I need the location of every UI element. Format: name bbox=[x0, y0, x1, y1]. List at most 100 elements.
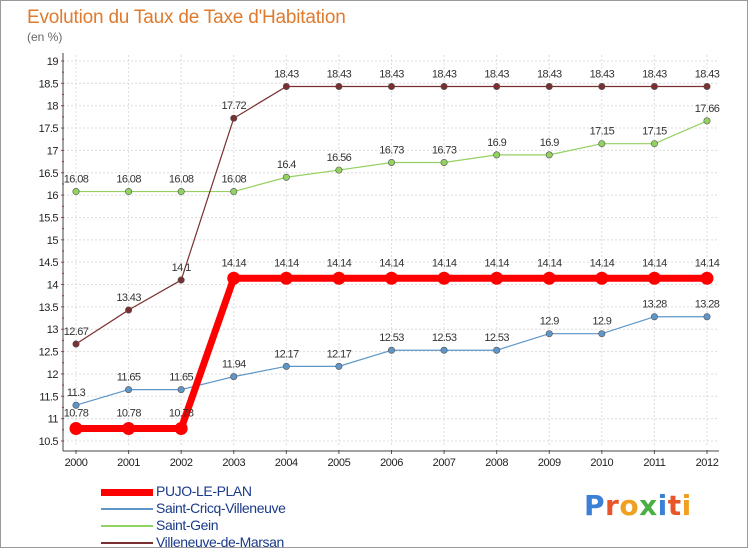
data-point-saint-cricq-villeneuve bbox=[387, 346, 395, 354]
data-label-pujo-le-plan: 10.78 bbox=[116, 407, 141, 419]
data-label-pujo-le-plan: 14.14 bbox=[274, 257, 299, 269]
logo-letter: x bbox=[639, 489, 658, 522]
data-point-saint-cricq-villeneuve bbox=[545, 330, 553, 338]
x-tick-label: 2010 bbox=[590, 457, 613, 469]
y-tick-label: 13.5 bbox=[39, 302, 59, 314]
data-point-saint-gein bbox=[545, 151, 553, 159]
data-point-saint-cricq-villeneuve bbox=[72, 401, 80, 409]
data-label-villeneuve-de-marsan: 18.43 bbox=[484, 68, 509, 80]
data-point-saint-cricq-villeneuve bbox=[440, 346, 448, 354]
legend-swatch bbox=[101, 542, 153, 544]
x-tick-label: 2003 bbox=[222, 457, 245, 469]
data-label-pujo-le-plan: 14.14 bbox=[537, 257, 562, 269]
x-tick-label: 2005 bbox=[327, 457, 350, 469]
y-tick-label: 18.5 bbox=[39, 78, 59, 90]
data-label-pujo-le-plan: 10.78 bbox=[169, 407, 194, 419]
data-label-pujo-le-plan: 14.14 bbox=[484, 257, 509, 269]
y-tick-label: 16.5 bbox=[39, 168, 59, 180]
data-label-villeneuve-de-marsan: 18.43 bbox=[379, 68, 404, 80]
grid-layer bbox=[63, 55, 721, 447]
data-label-pujo-le-plan: 14.14 bbox=[695, 257, 720, 269]
data-label-villeneuve-de-marsan: 18.43 bbox=[590, 68, 615, 80]
y-tick-label: 14.5 bbox=[39, 257, 59, 269]
data-point-villeneuve-de-marsan bbox=[440, 82, 448, 90]
data-point-villeneuve-de-marsan bbox=[177, 276, 185, 284]
data-point-saint-gein bbox=[703, 117, 711, 125]
data-label-pujo-le-plan: 14.14 bbox=[642, 257, 667, 269]
data-label-saint-cricq-villeneuve: 12.9 bbox=[592, 316, 611, 328]
data-label-villeneuve-de-marsan: 18.43 bbox=[537, 68, 562, 80]
data-point-saint-cricq-villeneuve bbox=[230, 373, 238, 381]
data-point-pujo-le-plan bbox=[69, 421, 83, 435]
data-label-saint-cricq-villeneuve: 11.65 bbox=[117, 372, 141, 384]
data-label-saint-cricq-villeneuve: 11.94 bbox=[222, 359, 246, 371]
data-label-pujo-le-plan: 14.14 bbox=[432, 257, 457, 269]
data-label-saint-gein: 17.15 bbox=[642, 126, 667, 138]
legend-swatch bbox=[101, 525, 153, 527]
chart-title: Evolution du Taux de Taxe d'Habitation bbox=[27, 7, 346, 28]
data-label-saint-cricq-villeneuve: 12.17 bbox=[274, 348, 299, 360]
data-point-saint-gein bbox=[125, 188, 133, 196]
legend-label: Villeneuve-de-Marsan bbox=[156, 534, 284, 550]
data-label-villeneuve-de-marsan: 18.43 bbox=[274, 68, 299, 80]
data-point-pujo-le-plan bbox=[595, 271, 609, 285]
legend-label: Saint-Gein bbox=[156, 517, 219, 533]
data-point-saint-cricq-villeneuve bbox=[493, 346, 501, 354]
data-point-pujo-le-plan bbox=[437, 271, 451, 285]
data-point-saint-gein bbox=[230, 188, 238, 196]
y-tick-label: 13 bbox=[47, 324, 59, 336]
logo-letter: i bbox=[657, 489, 668, 522]
legend-swatch bbox=[101, 508, 153, 510]
data-label-layer: 10.78 10.78 10.78 14.14 14.14 14.14 14.14 14.14… bbox=[64, 68, 721, 419]
legend-swatch bbox=[101, 488, 153, 496]
x-tick-label: 2000 bbox=[65, 457, 88, 469]
data-label-saint-cricq-villeneuve: 11.65 bbox=[169, 372, 193, 384]
y-tick-label: 15 bbox=[47, 235, 59, 247]
data-point-pujo-le-plan bbox=[279, 271, 293, 285]
data-point-saint-cricq-villeneuve bbox=[282, 362, 290, 370]
data-label-saint-cricq-villeneuve: 13.28 bbox=[695, 299, 720, 311]
data-point-villeneuve-de-marsan bbox=[125, 306, 133, 314]
y-tick-label: 10.5 bbox=[39, 436, 59, 448]
data-label-saint-gein: 16.4 bbox=[277, 159, 296, 171]
data-label-saint-cricq-villeneuve: 12.53 bbox=[432, 332, 457, 344]
logo-letter: o bbox=[619, 489, 640, 522]
y-tick-label: 19 bbox=[47, 56, 59, 68]
x-tick-label: 2008 bbox=[485, 457, 508, 469]
data-label-pujo-le-plan: 14.14 bbox=[590, 257, 615, 269]
data-label-villeneuve-de-marsan: 12.67 bbox=[64, 326, 89, 338]
data-point-villeneuve-de-marsan bbox=[545, 82, 553, 90]
x-tick-label: 2001 bbox=[117, 457, 140, 469]
axis-layer: 10.5 11 11.5 12 12.5 13 13.5 14 14.5 15 15.5 16 16.5… bbox=[39, 53, 719, 469]
data-point-saint-gein bbox=[282, 173, 290, 181]
data-label-villeneuve-de-marsan: 17.72 bbox=[221, 100, 246, 112]
data-label-saint-gein: 16.73 bbox=[432, 144, 457, 156]
x-tick-label: 2007 bbox=[433, 457, 456, 469]
y-tick-label: 11.5 bbox=[39, 391, 58, 403]
x-tick-label: 2006 bbox=[380, 457, 403, 469]
y-tick-label: 17.5 bbox=[39, 123, 59, 135]
y-tick-label: 18 bbox=[47, 101, 59, 113]
y-tick-label: 12 bbox=[47, 369, 59, 381]
data-label-villeneuve-de-marsan: 14.1 bbox=[172, 262, 191, 274]
data-point-saint-cricq-villeneuve bbox=[598, 330, 606, 338]
data-point-saint-cricq-villeneuve bbox=[703, 313, 711, 321]
logo-letter: P bbox=[584, 489, 606, 522]
data-point-saint-cricq-villeneuve bbox=[650, 313, 658, 321]
data-label-saint-cricq-villeneuve: 12.53 bbox=[379, 332, 404, 344]
x-tick-label: 2002 bbox=[170, 457, 193, 469]
data-point-pujo-le-plan bbox=[385, 271, 398, 285]
y-tick-label: 15.5 bbox=[39, 212, 59, 224]
data-point-villeneuve-de-marsan bbox=[72, 340, 80, 348]
y-tick-label: 17 bbox=[47, 145, 59, 157]
logo-letter: t bbox=[667, 489, 682, 522]
data-point-villeneuve-de-marsan bbox=[650, 82, 658, 90]
data-label-saint-gein: 16.56 bbox=[327, 152, 352, 164]
data-label-villeneuve-de-marsan: 18.43 bbox=[327, 68, 352, 80]
data-point-saint-gein bbox=[177, 188, 185, 196]
data-point-saint-gein bbox=[650, 140, 658, 148]
data-label-villeneuve-de-marsan: 18.43 bbox=[642, 68, 667, 80]
data-point-saint-gein bbox=[387, 158, 395, 166]
legend-label: PUJO-LE-PLAN bbox=[156, 483, 252, 499]
